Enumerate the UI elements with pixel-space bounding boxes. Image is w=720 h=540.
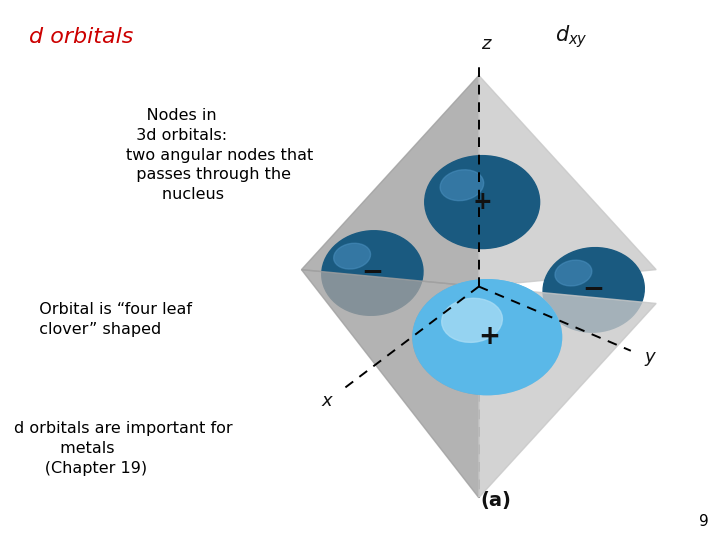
Ellipse shape [543, 248, 644, 332]
Text: 9: 9 [699, 514, 709, 529]
Ellipse shape [413, 280, 562, 395]
Polygon shape [479, 287, 656, 498]
Text: +: + [472, 190, 492, 214]
Ellipse shape [441, 298, 503, 342]
Ellipse shape [413, 280, 562, 395]
Text: −: − [361, 260, 384, 286]
Text: y: y [644, 348, 655, 367]
Polygon shape [479, 76, 656, 287]
Text: (a): (a) [480, 490, 511, 510]
Ellipse shape [322, 231, 423, 315]
Ellipse shape [441, 298, 503, 342]
Text: $d_{xy}$: $d_{xy}$ [555, 23, 588, 50]
Polygon shape [302, 269, 479, 498]
Text: z: z [481, 36, 490, 53]
Ellipse shape [425, 156, 539, 248]
Text: Nodes in
  3d orbitals:
two angular nodes that
  passes through the
       nucle: Nodes in 3d orbitals: two angular nodes … [126, 108, 313, 202]
Text: x: x [321, 393, 332, 410]
Ellipse shape [440, 170, 484, 201]
Ellipse shape [555, 260, 592, 286]
Text: Orbital is “four leaf
  clover” shaped: Orbital is “four leaf clover” shaped [29, 302, 192, 337]
Text: d orbitals: d orbitals [29, 27, 133, 47]
Text: +: + [478, 324, 500, 350]
Polygon shape [302, 76, 479, 287]
Text: d orbitals are important for
         metals
      (Chapter 19): d orbitals are important for metals (Cha… [14, 421, 233, 476]
Ellipse shape [333, 243, 371, 269]
Text: −: − [582, 277, 605, 303]
